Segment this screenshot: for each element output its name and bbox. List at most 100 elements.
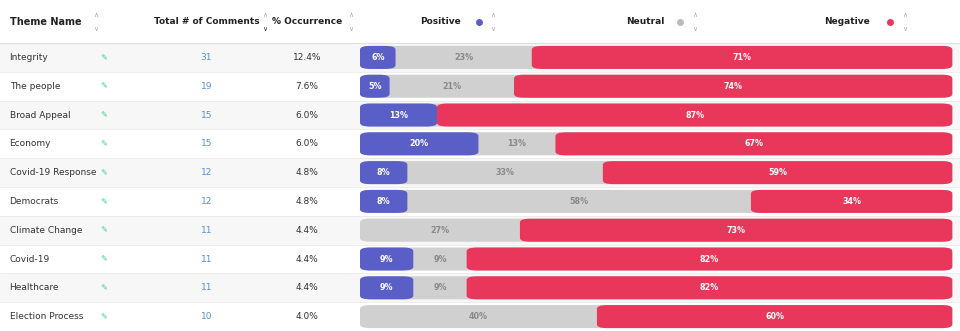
Text: Neutral: Neutral: [627, 17, 664, 26]
Text: 4.0%: 4.0%: [296, 312, 319, 321]
Text: ∧: ∧: [691, 12, 697, 18]
Text: 71%: 71%: [732, 53, 752, 62]
Text: 11: 11: [201, 283, 212, 292]
FancyBboxPatch shape: [0, 216, 960, 245]
FancyBboxPatch shape: [0, 72, 960, 101]
Text: 21%: 21%: [443, 82, 462, 91]
FancyBboxPatch shape: [360, 248, 414, 270]
FancyBboxPatch shape: [360, 276, 952, 299]
Text: 8%: 8%: [377, 168, 391, 177]
Text: ∨: ∨: [901, 26, 907, 32]
FancyBboxPatch shape: [0, 43, 960, 72]
Text: 27%: 27%: [430, 226, 449, 235]
FancyBboxPatch shape: [360, 104, 437, 126]
Text: 15: 15: [201, 111, 212, 119]
FancyBboxPatch shape: [514, 75, 952, 98]
FancyBboxPatch shape: [556, 132, 952, 155]
FancyBboxPatch shape: [520, 219, 952, 242]
FancyBboxPatch shape: [603, 161, 952, 184]
Text: ∧: ∧: [262, 12, 267, 18]
Text: 7.6%: 7.6%: [296, 82, 319, 91]
Text: 8%: 8%: [377, 197, 391, 206]
Text: ✎: ✎: [100, 82, 108, 91]
Text: ∨: ∨: [93, 26, 98, 32]
Text: 20%: 20%: [410, 139, 429, 148]
FancyBboxPatch shape: [360, 104, 952, 126]
FancyBboxPatch shape: [360, 132, 952, 155]
Text: 12: 12: [201, 197, 212, 206]
FancyBboxPatch shape: [360, 219, 952, 242]
Text: ✎: ✎: [100, 111, 108, 119]
FancyBboxPatch shape: [0, 273, 960, 302]
Text: ∨: ∨: [491, 26, 495, 32]
Text: 33%: 33%: [495, 168, 515, 177]
Text: 15: 15: [201, 139, 212, 148]
Text: ✎: ✎: [100, 312, 108, 321]
Text: 12: 12: [201, 168, 212, 177]
Text: % Occurrence: % Occurrence: [272, 17, 343, 26]
Text: 9%: 9%: [433, 283, 446, 292]
Text: 9%: 9%: [380, 255, 394, 263]
Text: Democrats: Democrats: [10, 197, 59, 206]
FancyBboxPatch shape: [0, 187, 960, 216]
Text: 4.8%: 4.8%: [296, 168, 319, 177]
Text: ∨: ∨: [691, 26, 697, 32]
Text: ∧: ∧: [491, 12, 495, 18]
Text: 13%: 13%: [389, 111, 408, 119]
FancyBboxPatch shape: [360, 305, 952, 328]
FancyBboxPatch shape: [360, 132, 478, 155]
Text: Covid-19 Response: Covid-19 Response: [10, 168, 96, 177]
Text: ∧: ∧: [901, 12, 907, 18]
Text: 9%: 9%: [433, 255, 446, 263]
Text: ✎: ✎: [100, 197, 108, 206]
Text: 4.4%: 4.4%: [296, 226, 319, 235]
Text: ∨: ∨: [348, 26, 353, 32]
Text: 19: 19: [201, 82, 212, 91]
Text: 60%: 60%: [765, 312, 784, 321]
Text: ✎: ✎: [100, 168, 108, 177]
Text: 11: 11: [201, 226, 212, 235]
Text: ∧: ∧: [93, 12, 98, 18]
Text: 31: 31: [201, 53, 212, 62]
Text: 9%: 9%: [380, 283, 394, 292]
Text: Healthcare: Healthcare: [10, 283, 60, 292]
Text: The people: The people: [10, 82, 60, 91]
Text: 10: 10: [201, 312, 212, 321]
Text: 82%: 82%: [700, 283, 719, 292]
Text: 12.4%: 12.4%: [293, 53, 322, 62]
FancyBboxPatch shape: [0, 245, 960, 273]
Text: 4.4%: 4.4%: [296, 255, 319, 263]
Text: 87%: 87%: [685, 111, 705, 119]
FancyBboxPatch shape: [0, 101, 960, 129]
FancyBboxPatch shape: [360, 46, 952, 69]
Text: 11: 11: [201, 255, 212, 263]
Text: ✎: ✎: [100, 53, 108, 62]
Text: 4.8%: 4.8%: [296, 197, 319, 206]
FancyBboxPatch shape: [360, 161, 407, 184]
Text: 6.0%: 6.0%: [296, 111, 319, 119]
Text: 40%: 40%: [469, 312, 488, 321]
Text: Total # of Comments: Total # of Comments: [154, 17, 259, 26]
Text: 59%: 59%: [768, 168, 787, 177]
FancyBboxPatch shape: [467, 248, 952, 270]
Text: ∧: ∧: [348, 12, 353, 18]
Text: Positive: Positive: [420, 17, 461, 26]
FancyBboxPatch shape: [360, 248, 952, 270]
Text: ✎: ✎: [100, 255, 108, 263]
FancyBboxPatch shape: [360, 46, 396, 69]
Text: 34%: 34%: [842, 197, 861, 206]
FancyBboxPatch shape: [360, 190, 952, 213]
Text: ✎: ✎: [100, 139, 108, 148]
Text: Covid-19: Covid-19: [10, 255, 50, 263]
Text: Theme Name: Theme Name: [10, 17, 82, 26]
Text: 58%: 58%: [569, 197, 588, 206]
Text: 73%: 73%: [727, 226, 746, 235]
Text: ∨: ∨: [262, 26, 267, 32]
Text: Climate Change: Climate Change: [10, 226, 83, 235]
Text: ✎: ✎: [100, 283, 108, 292]
Text: 82%: 82%: [700, 255, 719, 263]
Text: Integrity: Integrity: [10, 53, 48, 62]
FancyBboxPatch shape: [437, 104, 952, 126]
Text: Economy: Economy: [10, 139, 51, 148]
Text: Negative: Negative: [824, 17, 870, 26]
